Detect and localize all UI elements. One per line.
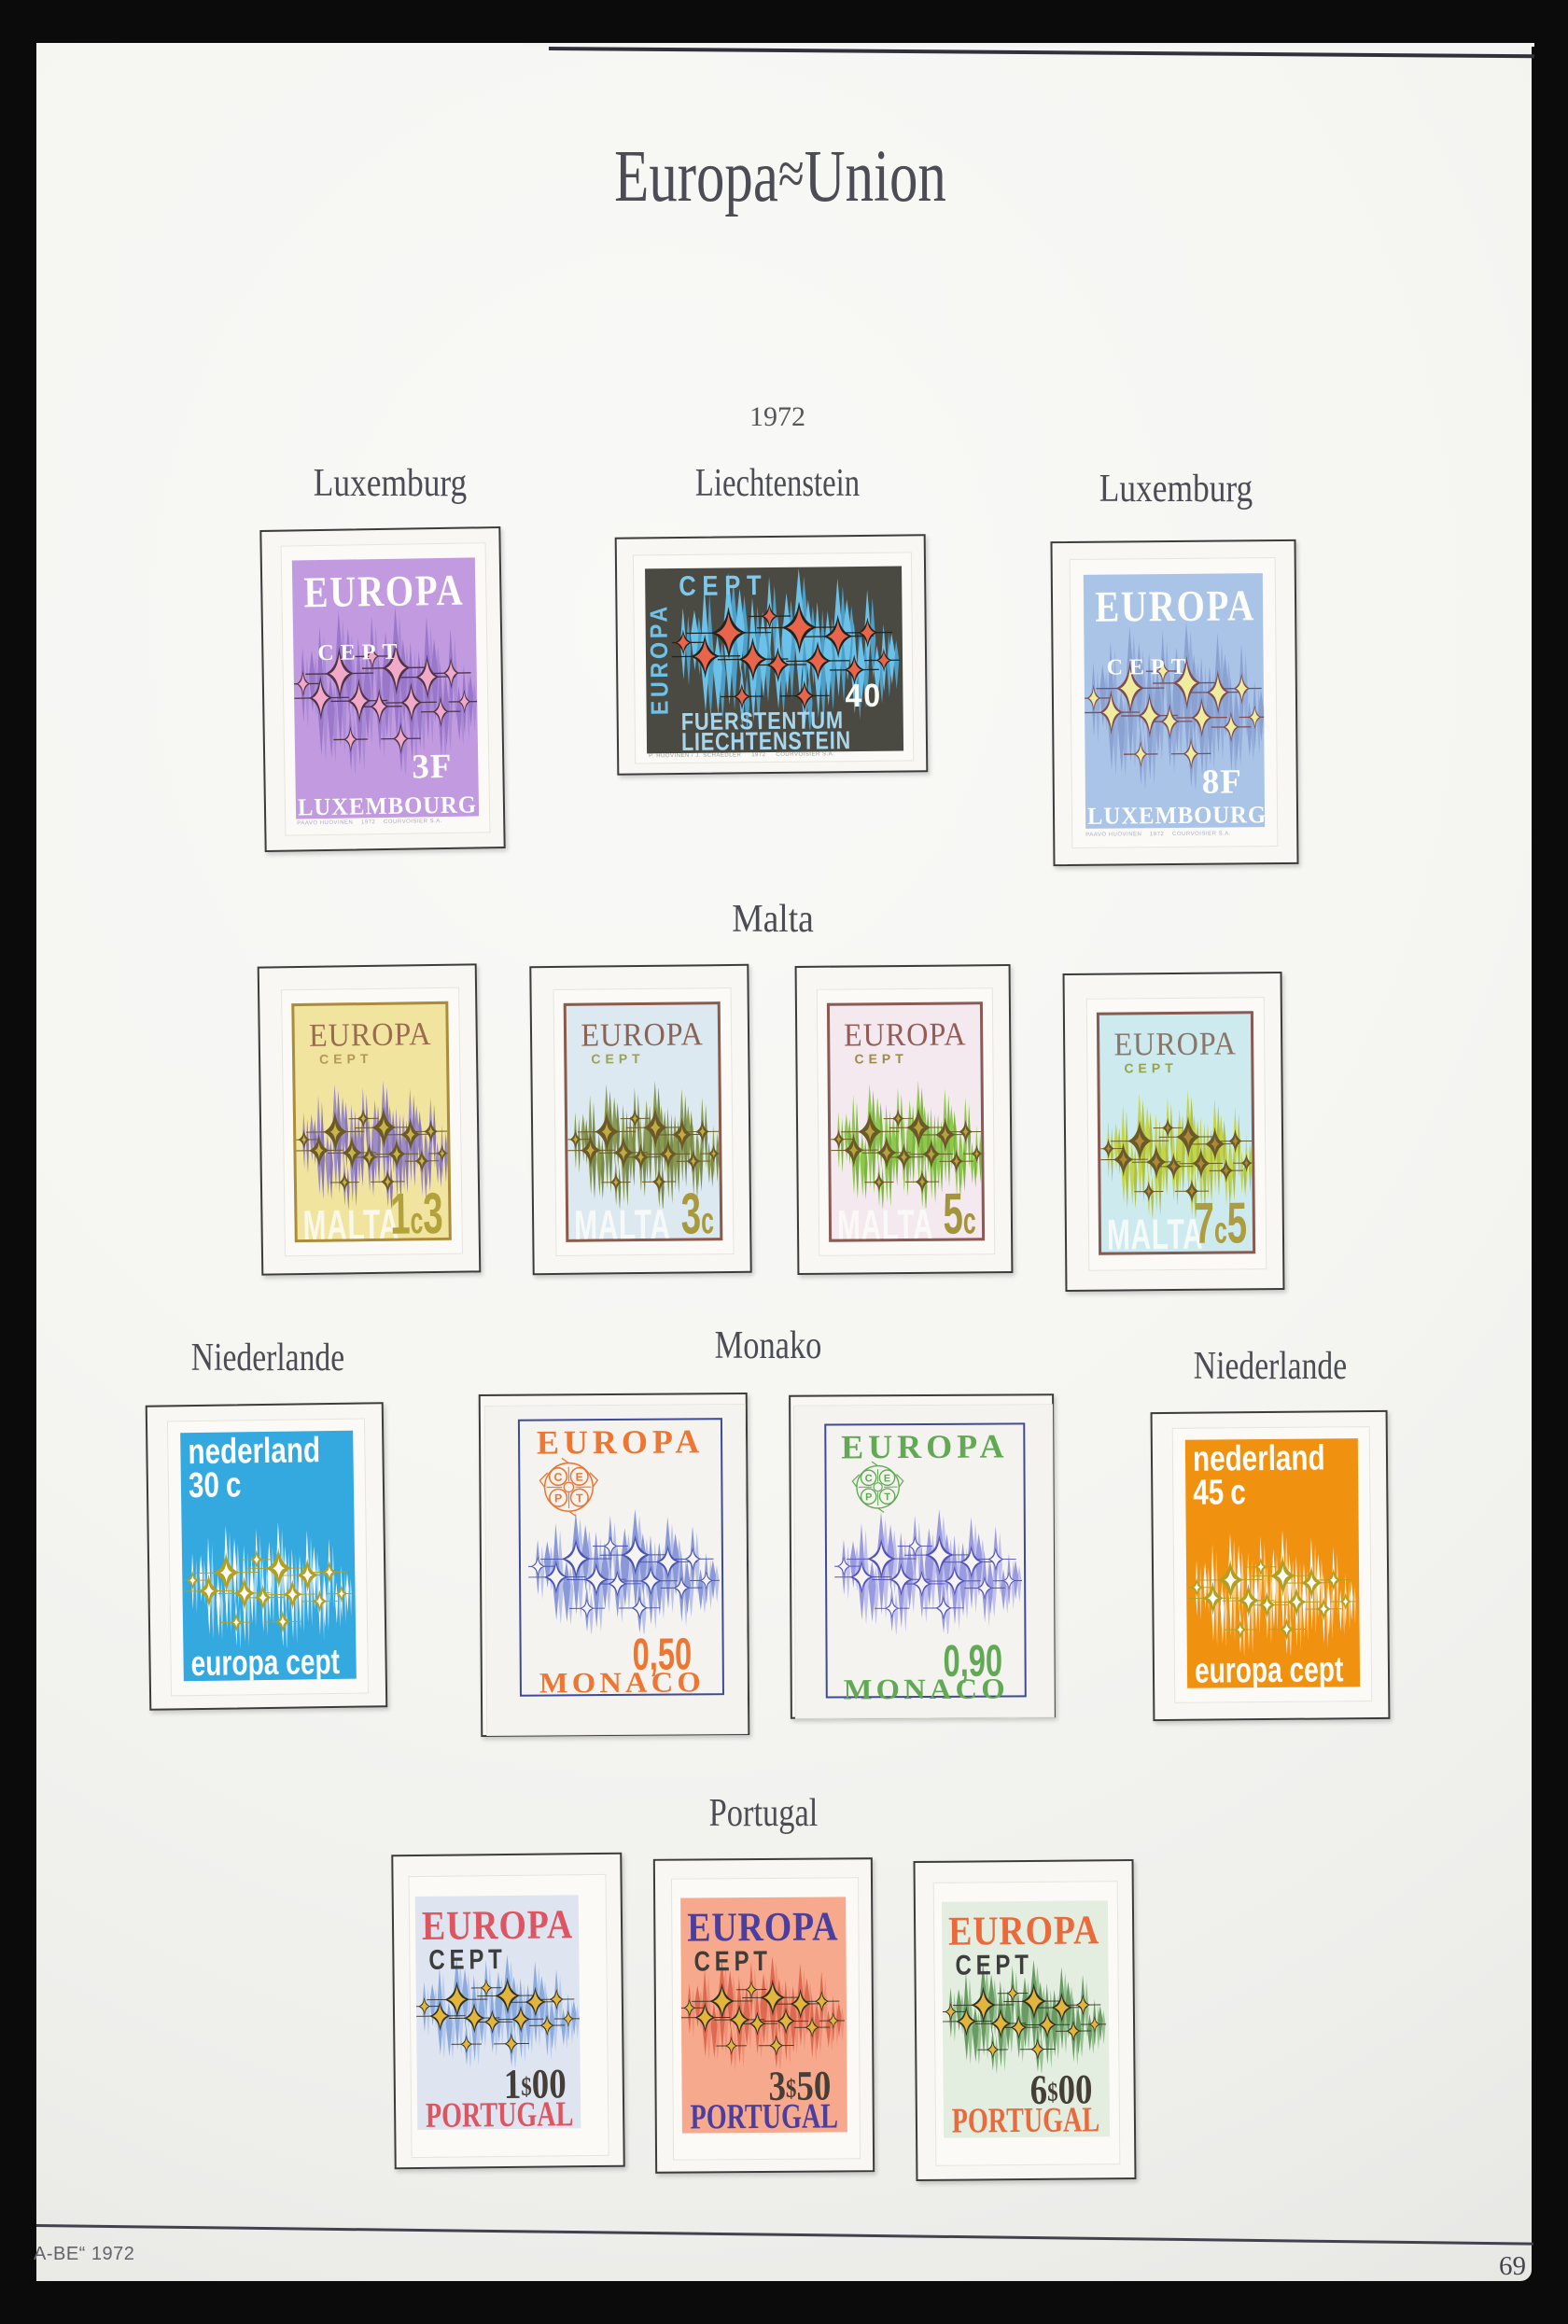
svg-text:P: P (554, 1491, 562, 1505)
svg-text:C: C (865, 1473, 873, 1484)
svg-text:C: C (553, 1471, 562, 1484)
svg-text:T: T (884, 1491, 890, 1503)
svg-text:T: T (576, 1491, 583, 1505)
svg-text:E: E (576, 1471, 583, 1484)
svg-text:E: E (884, 1473, 890, 1484)
svg-text:P: P (865, 1491, 872, 1503)
